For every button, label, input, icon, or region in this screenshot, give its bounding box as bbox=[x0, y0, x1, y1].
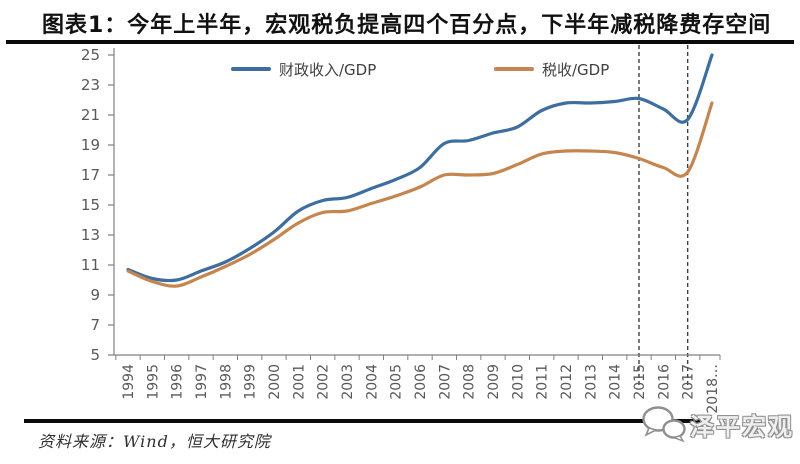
x-tick-label: 2012 bbox=[559, 364, 575, 400]
x-tick-label: 1999 bbox=[243, 364, 259, 400]
footer-rule bbox=[24, 419, 700, 423]
x-tick-label: 1995 bbox=[145, 364, 161, 400]
y-tick-label: 11 bbox=[81, 256, 100, 274]
title-underline bbox=[6, 40, 794, 44]
x-tick-label: 2001 bbox=[291, 364, 307, 400]
watermark: 泽平宏观 bbox=[641, 405, 794, 443]
fiscal-revenue-line bbox=[126, 53, 714, 283]
y-tick-label: 21 bbox=[81, 106, 100, 124]
x-tick-label: 2005 bbox=[389, 364, 405, 400]
x-tick-label: 2003 bbox=[340, 364, 356, 400]
tax-revenue-line bbox=[126, 101, 714, 288]
x-tick-label: 2014 bbox=[608, 364, 624, 400]
tax-revenue-line-swatch bbox=[494, 67, 534, 71]
watermark-text: 泽平宏观 bbox=[690, 412, 794, 441]
x-tick-label: 2010 bbox=[510, 364, 526, 400]
legend-item-fiscal-revenue: 财政收入/GDP bbox=[231, 60, 377, 79]
x-tick-label: 2018… bbox=[705, 364, 721, 414]
x-tick-label: 2015 bbox=[632, 364, 648, 400]
y-tick-label: 7 bbox=[90, 316, 100, 334]
x-tick-label: 2004 bbox=[364, 364, 380, 400]
y-tick-label: 25 bbox=[81, 46, 100, 64]
x-tick-label: 1998 bbox=[218, 364, 234, 400]
figure-title: 图表1：今年上半年，宏观税负提高四个百分点，下半年减税降费存空间 bbox=[42, 13, 772, 38]
fiscal-revenue-line-swatch bbox=[231, 67, 271, 71]
x-tick-label: 2002 bbox=[316, 364, 332, 400]
x-tick-label: 2006 bbox=[413, 364, 429, 400]
chart-legend: 财政收入/GDP 税收/GDP bbox=[0, 60, 800, 80]
legend-label: 税收/GDP bbox=[542, 60, 610, 79]
y-tick-label: 9 bbox=[90, 286, 100, 304]
x-tick-label: 2009 bbox=[486, 364, 502, 400]
y-tick-label: 17 bbox=[81, 166, 100, 184]
y-tick-label: 23 bbox=[81, 76, 100, 94]
x-tick-label: 2017 bbox=[681, 364, 697, 400]
data-source-note: 资料来源：Wind，恒大研究院 bbox=[38, 432, 271, 451]
x-tick-label: 2016 bbox=[656, 364, 672, 400]
x-tick-label: 2013 bbox=[583, 364, 599, 400]
x-tick-label: 1997 bbox=[194, 364, 210, 400]
x-tick-label: 2008 bbox=[462, 364, 478, 400]
y-tick-label: 13 bbox=[81, 226, 100, 244]
y-tick-label: 5 bbox=[90, 346, 100, 364]
x-tick-label: 2011 bbox=[535, 364, 551, 400]
x-tick-label: 2007 bbox=[437, 364, 453, 400]
chat-bubbles-icon bbox=[642, 406, 686, 443]
y-tick-label: 15 bbox=[81, 196, 100, 214]
legend-label: 财政收入/GDP bbox=[279, 60, 377, 79]
x-tick-label: 2000 bbox=[267, 364, 283, 400]
x-tick-label: 1994 bbox=[121, 364, 137, 400]
y-tick-label: 19 bbox=[81, 136, 100, 154]
x-tick-label: 1996 bbox=[170, 364, 186, 400]
legend-item-tax-revenue: 税收/GDP bbox=[494, 60, 610, 79]
